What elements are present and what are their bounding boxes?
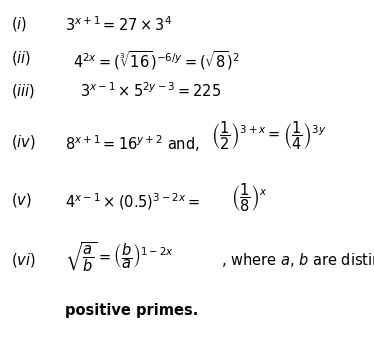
Text: $(iii)$: $(iii)$ bbox=[11, 82, 36, 99]
Text: $\sqrt{\dfrac{a}{b}} = \left(\dfrac{b}{a}\right)^{1-2x}$: $\sqrt{\dfrac{a}{b}} = \left(\dfrac{b}{a… bbox=[65, 241, 175, 274]
Text: $(vi)$: $(vi)$ bbox=[11, 251, 36, 269]
Text: $4^{x-1} \times (0.5)^{3-2x} =$: $4^{x-1} \times (0.5)^{3-2x} =$ bbox=[65, 191, 201, 212]
Text: $\left(\dfrac{1}{2}\right)^{3+x} = \left(\dfrac{1}{4}\right)^{3y}$: $\left(\dfrac{1}{2}\right)^{3+x} = \left… bbox=[211, 120, 327, 152]
Text: $4^{2x} = (\sqrt[3]{16})^{-6/y} = (\sqrt{8})^2$: $4^{2x} = (\sqrt[3]{16})^{-6/y} = (\sqrt… bbox=[73, 49, 240, 72]
Text: $(v)$: $(v)$ bbox=[11, 191, 32, 209]
Text: $(ii)$: $(ii)$ bbox=[11, 49, 31, 67]
Text: $(i)$: $(i)$ bbox=[11, 15, 27, 33]
Text: positive primes.: positive primes. bbox=[65, 303, 199, 318]
Text: $3^{x+1} = 27 \times 3^4$: $3^{x+1} = 27 \times 3^4$ bbox=[65, 15, 172, 34]
Text: $3^{x-1} \times 5^{2y-3} = 225$: $3^{x-1} \times 5^{2y-3} = 225$ bbox=[80, 82, 221, 100]
Text: $\left(\dfrac{1}{8}\right)^{x}$: $\left(\dfrac{1}{8}\right)^{x}$ bbox=[231, 181, 267, 214]
Text: $8^{x+1} = 16^{y+2}$ and,: $8^{x+1} = 16^{y+2}$ and, bbox=[65, 133, 200, 154]
Text: , where $a$, $b$ are distinct: , where $a$, $b$ are distinct bbox=[221, 251, 374, 269]
Text: $(iv)$: $(iv)$ bbox=[11, 133, 36, 151]
